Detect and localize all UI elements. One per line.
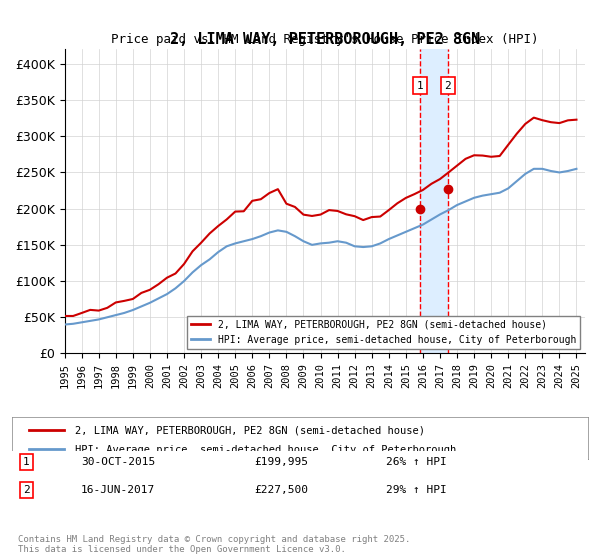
Text: 2: 2	[445, 81, 451, 91]
Text: 30-OCT-2015: 30-OCT-2015	[81, 457, 155, 467]
Title: 2, LIMA WAY, PETERBOROUGH, PE2 8GN: 2, LIMA WAY, PETERBOROUGH, PE2 8GN	[170, 32, 480, 47]
Legend: 2, LIMA WAY, PETERBOROUGH, PE2 8GN (semi-detached house), HPI: Average price, se: 2, LIMA WAY, PETERBOROUGH, PE2 8GN (semi…	[187, 316, 580, 349]
Text: 26% ↑ HPI: 26% ↑ HPI	[386, 457, 447, 467]
Text: 1: 1	[23, 457, 30, 467]
Text: £199,995: £199,995	[254, 457, 308, 467]
Text: HPI: Average price, semi-detached house, City of Peterborough: HPI: Average price, semi-detached house,…	[76, 445, 457, 455]
Text: 2, LIMA WAY, PETERBOROUGH, PE2 8GN (semi-detached house): 2, LIMA WAY, PETERBOROUGH, PE2 8GN (semi…	[76, 426, 425, 436]
Text: Contains HM Land Registry data © Crown copyright and database right 2025.
This d: Contains HM Land Registry data © Crown c…	[18, 535, 410, 554]
Text: 16-JUN-2017: 16-JUN-2017	[81, 485, 155, 495]
Text: 2: 2	[23, 485, 30, 495]
Text: 1: 1	[416, 81, 424, 91]
Text: £227,500: £227,500	[254, 485, 308, 495]
Bar	[420, 49, 448, 353]
Text: Price paid vs. HM Land Registry's House Price Index (HPI): Price paid vs. HM Land Registry's House …	[111, 33, 539, 46]
Text: 29% ↑ HPI: 29% ↑ HPI	[386, 485, 447, 495]
